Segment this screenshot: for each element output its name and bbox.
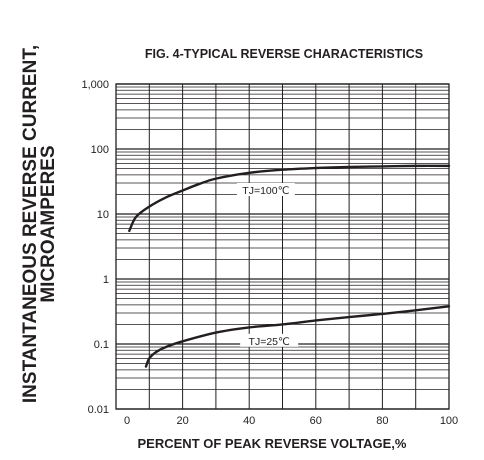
annotation-bg (240, 333, 299, 347)
x-tick-label: 100 (440, 415, 458, 427)
x-tick-label: 40 (243, 415, 255, 427)
y-tick-label: 1 (103, 274, 109, 286)
annotation-layer: TJ=100℃ TJ=25℃ (236, 182, 299, 348)
series-line-1 (144, 305, 451, 368)
x-tick-label: 20 (176, 415, 188, 427)
y-tick-label: 1,000 (81, 79, 109, 91)
annotation-bg (236, 182, 295, 196)
x-axis-label: PERCENT OF PEAK REVERSE VOLTAGE,% (138, 436, 407, 451)
y-tick-label: 0.01 (88, 404, 109, 416)
axis-layer: 0.01 0.1 1 10 100 1,000 0 20 40 60 80 100 (81, 79, 458, 427)
y-tick-label: 10 (97, 209, 109, 221)
y-axis-label-line-2: MICROAMPERES (38, 145, 59, 302)
y-tick-label: 0.1 (94, 339, 109, 351)
x-tick-label: 60 (310, 415, 322, 427)
x-tick-label: 80 (376, 415, 388, 427)
chart-title: FIG. 4-TYPICAL REVERSE CHARACTERISTICS (145, 47, 423, 61)
x-tick-label: 0 (124, 415, 130, 427)
series-line-0 (128, 164, 451, 233)
series-label-0: TJ=100℃ (242, 185, 289, 197)
series-layer (128, 164, 451, 368)
plot-frame (115, 83, 450, 410)
series-label-1: TJ=25℃ (249, 336, 290, 348)
y-axis-label-line-1: INSTANTANEOUS REVERSE CURRENT, (20, 45, 41, 403)
y-tick-label: 100 (91, 144, 109, 156)
grid-layer (115, 83, 450, 410)
label-layer: FIG. 4-TYPICAL REVERSE CHARACTERISTICS P… (20, 45, 423, 451)
